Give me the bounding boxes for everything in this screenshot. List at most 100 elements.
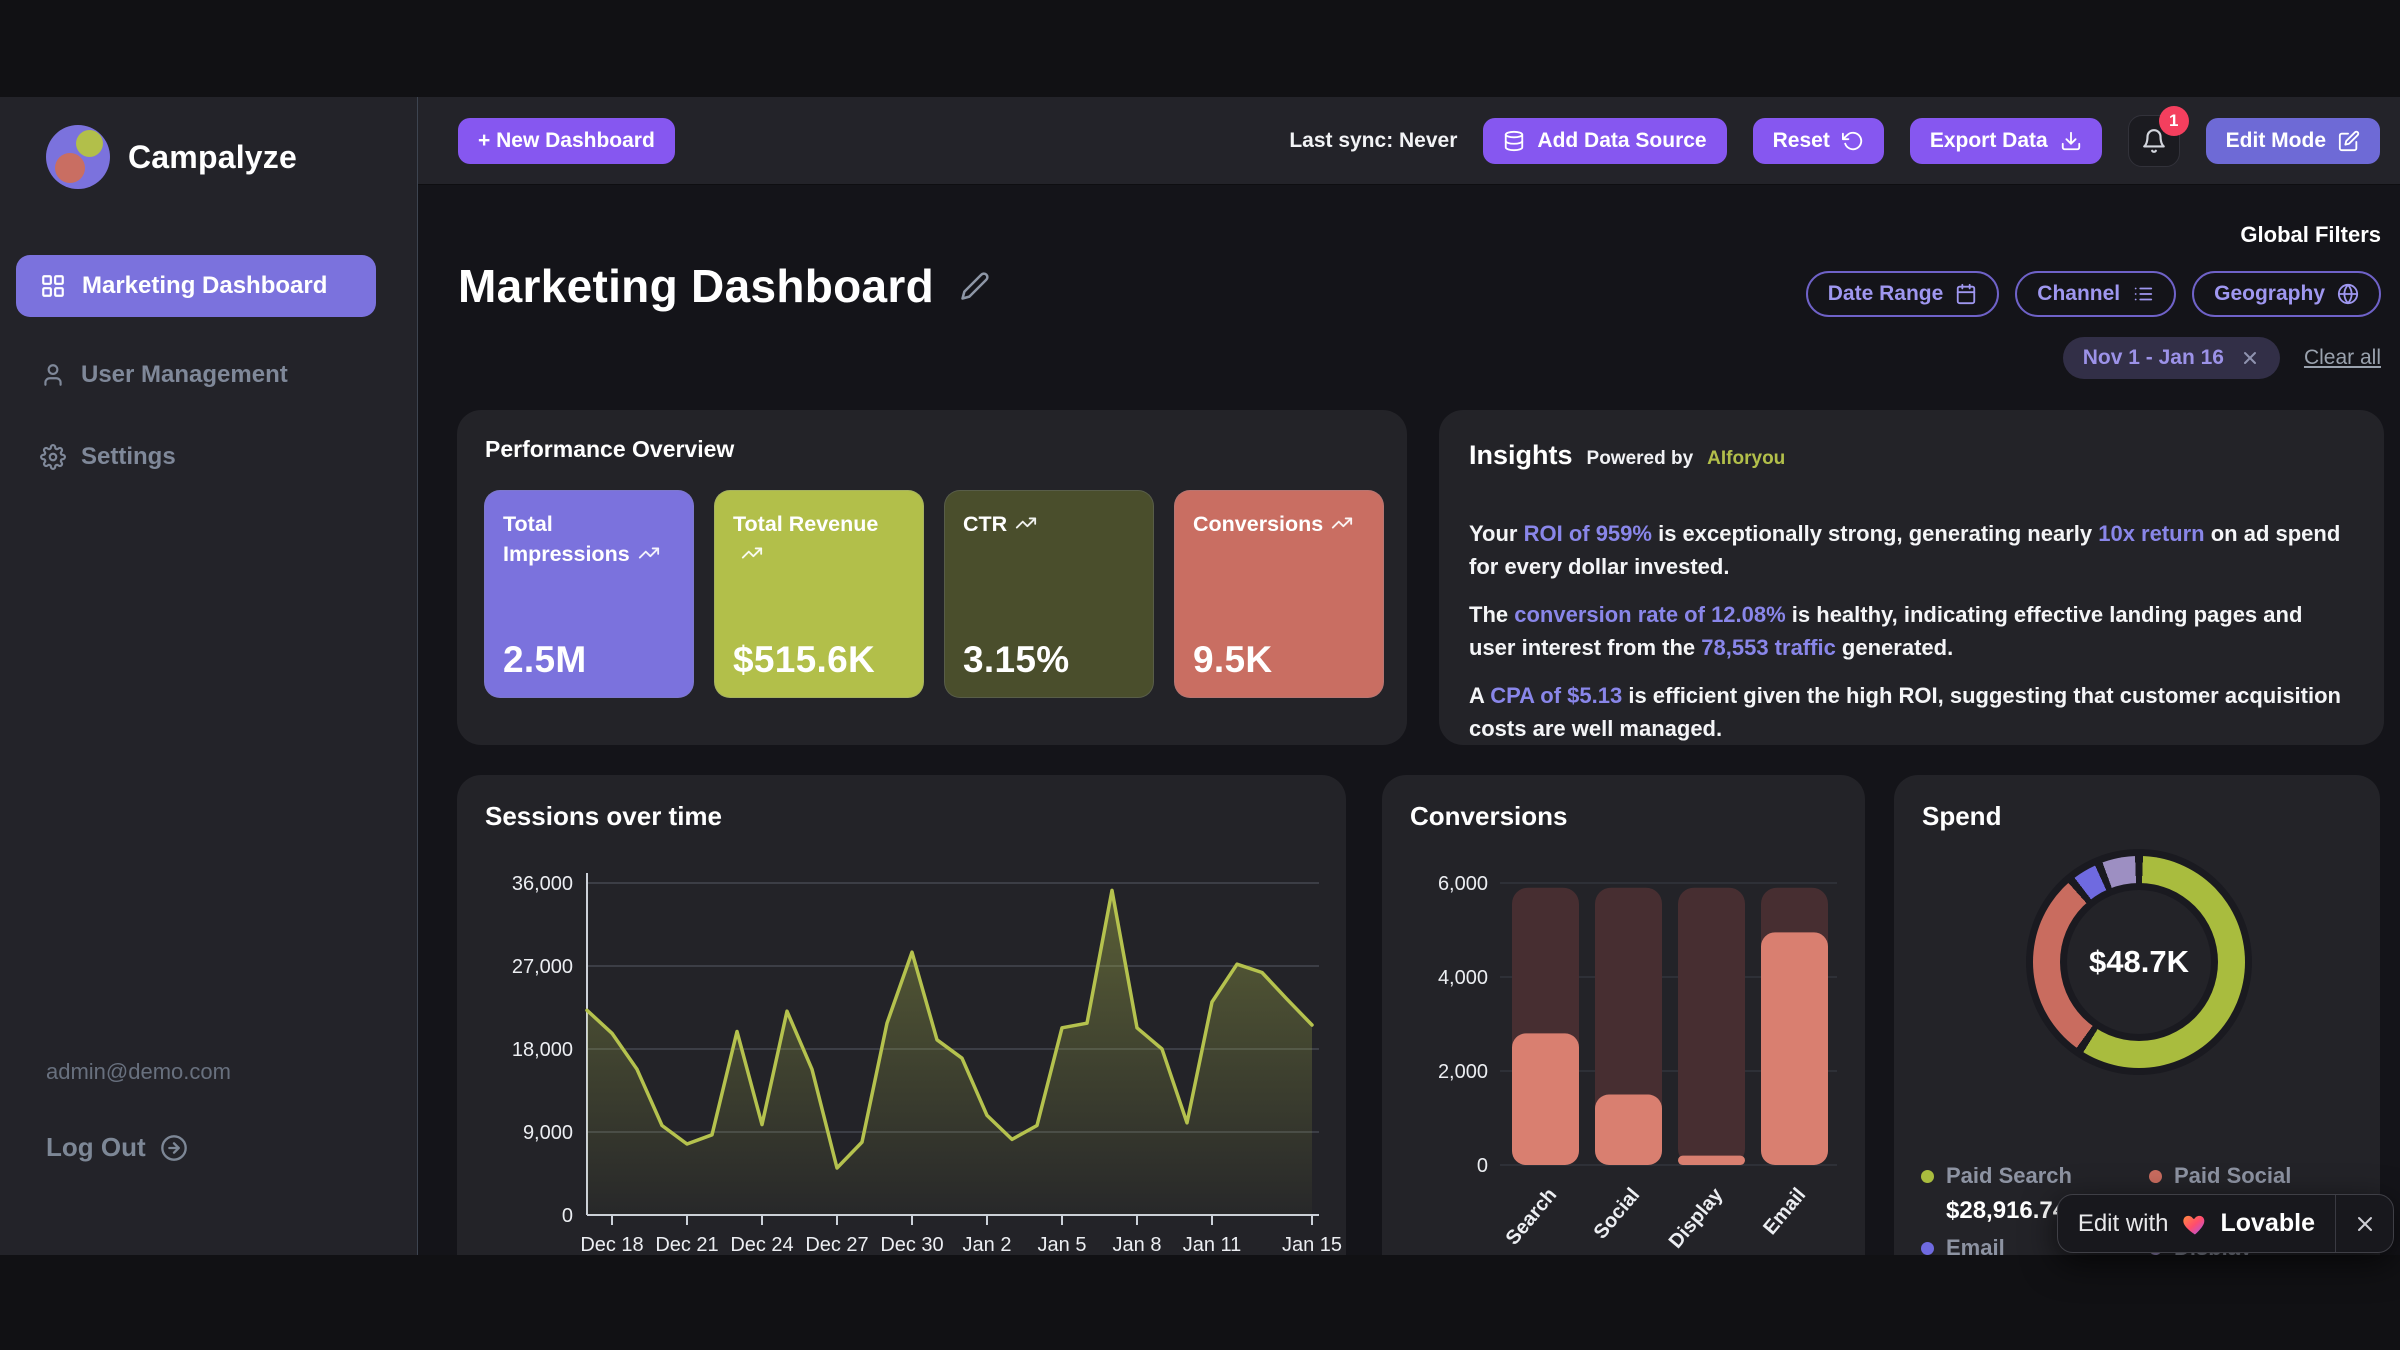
export-data-label: Export Data [1929,128,2048,152]
svg-text:Jan 11: Jan 11 [1183,1234,1242,1255]
legend-dot [1921,1169,1934,1183]
main-area: + New Dashboard Last sync: Never Add Dat… [418,97,2400,1255]
edit-mode-button[interactable]: Edit Mode [2205,117,2380,164]
edit-with-label: Edit with [2077,1209,2169,1237]
sidebar-item-label: Settings [81,443,176,470]
kpi-total-impressions[interactable]: Total Impressions 2.5M [484,490,694,698]
legend-dot [1921,1241,1934,1255]
edit-with-lovable-button[interactable]: Edit with Lovable [2058,1195,2335,1252]
edit-square-icon [2338,130,2360,152]
export-data-button[interactable]: Export Data [1909,117,2102,164]
insights-card: Insights Powered by AIforyou Your ROI of… [1439,410,2384,745]
svg-text:27,000: 27,000 [512,956,573,978]
close-lovable-badge-button[interactable] [2335,1195,2393,1252]
channel-label: Channel [2037,282,2121,305]
sidebar-item-settings[interactable]: Settings [40,429,176,485]
legend-dot [2149,1169,2162,1183]
edit-mode-label: Edit Mode [2225,128,2326,152]
trending-up-icon [741,542,763,564]
donut-ring [2033,856,2245,1068]
legend-label: Paid Social [2174,1163,2292,1188]
lovable-brand-label: Lovable [2220,1209,2315,1237]
svg-text:Display: Display [1665,1183,1728,1252]
trending-up-icon [638,542,660,564]
svg-text:18,000: 18,000 [512,1039,573,1061]
remove-chip-icon[interactable] [2240,348,2260,368]
legend-paid-social: Paid Social [2149,1163,2291,1189]
clear-all-filters-link[interactable]: Clear all [2303,346,2381,369]
legend-label: Paid Search [1946,1163,2072,1188]
dashboard-grid-icon [40,273,66,299]
download-icon [2060,130,2082,152]
kpi-ctr[interactable]: CTR 3.15% [944,490,1154,698]
add-data-source-label: Add Data Source [1537,128,1707,152]
performance-overview-card: Performance Overview Total Impressions 2… [457,410,1407,745]
dashboard-body: Marketing Dashboard Global Filters Date … [418,185,2400,1255]
user-icon [40,362,66,388]
svg-text:Jan 2: Jan 2 [963,1234,1012,1255]
database-icon [1503,130,1525,152]
last-sync-status: Last sync: Never [1289,128,1458,152]
channel-filter-button[interactable]: Channel [2015,271,2177,317]
kpi-total-revenue[interactable]: Total Revenue $515.6K [714,490,924,698]
reset-label: Reset [1772,128,1830,152]
sidebar: Campalyze Marketing Dashboard User Manag… [0,97,418,1255]
kpi-label: Conversions [1193,512,1324,536]
kpi-label: CTR [963,512,1008,536]
svg-text:Dec 24: Dec 24 [730,1234,793,1255]
sidebar-item-user-management[interactable]: User Management [40,347,288,403]
kpi-label: Total Impressions [503,512,630,567]
conversions-card: 0 2,000 4,000 6,000 Search Social Display Email… [1382,775,1865,1255]
svg-text:Social: Social [1590,1184,1645,1243]
new-dashboard-button[interactable]: + New Dashboard [458,117,675,164]
date-range-filter-button[interactable]: Date Range [1805,271,2000,317]
notification-count-badge: 1 [2158,105,2189,136]
svg-text:Search: Search [1502,1184,1562,1249]
powered-by-label: Powered by [1586,448,1694,469]
svg-text:9,000: 9,000 [523,1122,573,1144]
spend-card: Spend $48.7K Paid Search $28,916.74 Paid… [1894,775,2380,1255]
sidebar-item-marketing-dashboard[interactable]: Marketing Dashboard [16,255,376,317]
legend-paid-search: Paid Search $28,916.74 [1921,1163,2072,1225]
kpi-conversions[interactable]: Conversions 9.5K [1174,490,1384,698]
kpi-label: Total Revenue [733,512,879,536]
insights-paragraphs: Your ROI of 959% is exceptionally strong… [1469,521,2341,741]
svg-text:Dec 30: Dec 30 [880,1234,943,1255]
svg-text:4,000: 4,000 [1438,967,1488,989]
brand-logo-icon [46,125,110,189]
sidebar-item-label: Marketing Dashboard [82,272,328,299]
svg-text:36,000: 36,000 [512,873,573,895]
geography-label: Geography [2214,282,2325,305]
geography-filter-button[interactable]: Geography [2192,271,2381,317]
svg-text:Jan 15: Jan 15 [1282,1234,1342,1255]
brand-logo: Campalyze [46,125,297,189]
logout-label: Log Out [46,1132,146,1162]
notifications-button[interactable]: 1 [2127,105,2189,167]
insights-title: Insights [1469,440,1573,470]
svg-text:Email: Email [1759,1184,1810,1239]
kpi-value: 9.5K [1193,639,1273,680]
svg-text:Jan 5: Jan 5 [1038,1234,1087,1255]
active-date-filter-chip[interactable]: Nov 1 - Jan 16 [2062,337,2280,379]
donut-center-value: $48.7K [2089,944,2189,979]
bell-icon [2141,128,2167,154]
conversions-chart-title: Conversions [1410,801,1568,831]
edit-title-pencil-icon[interactable] [960,271,990,301]
svg-text:Jan 8: Jan 8 [1113,1234,1162,1255]
list-icon [2132,283,2154,305]
legend-value: $28,916.74 [1946,1197,2067,1224]
spend-donut-chart: $48.7K [2026,849,2252,1075]
logout-button[interactable]: Log Out [46,1132,188,1163]
kpi-value: 3.15% [963,639,1070,680]
add-data-source-button[interactable]: Add Data Source [1483,117,1727,164]
gear-icon [40,444,66,470]
app-frame: Campalyze Marketing Dashboard User Manag… [0,97,2400,1255]
svg-text:0: 0 [562,1205,573,1227]
legend-email: Email [1921,1235,2005,1255]
sessions-chart-title: Sessions over time [485,801,722,831]
arrow-right-circle-icon [160,1134,188,1162]
svg-text:Dec 18: Dec 18 [580,1234,643,1255]
reset-button[interactable]: Reset [1752,117,1884,164]
kpi-value: $515.6K [733,639,875,680]
bottom-letterbox [0,1255,2400,1350]
